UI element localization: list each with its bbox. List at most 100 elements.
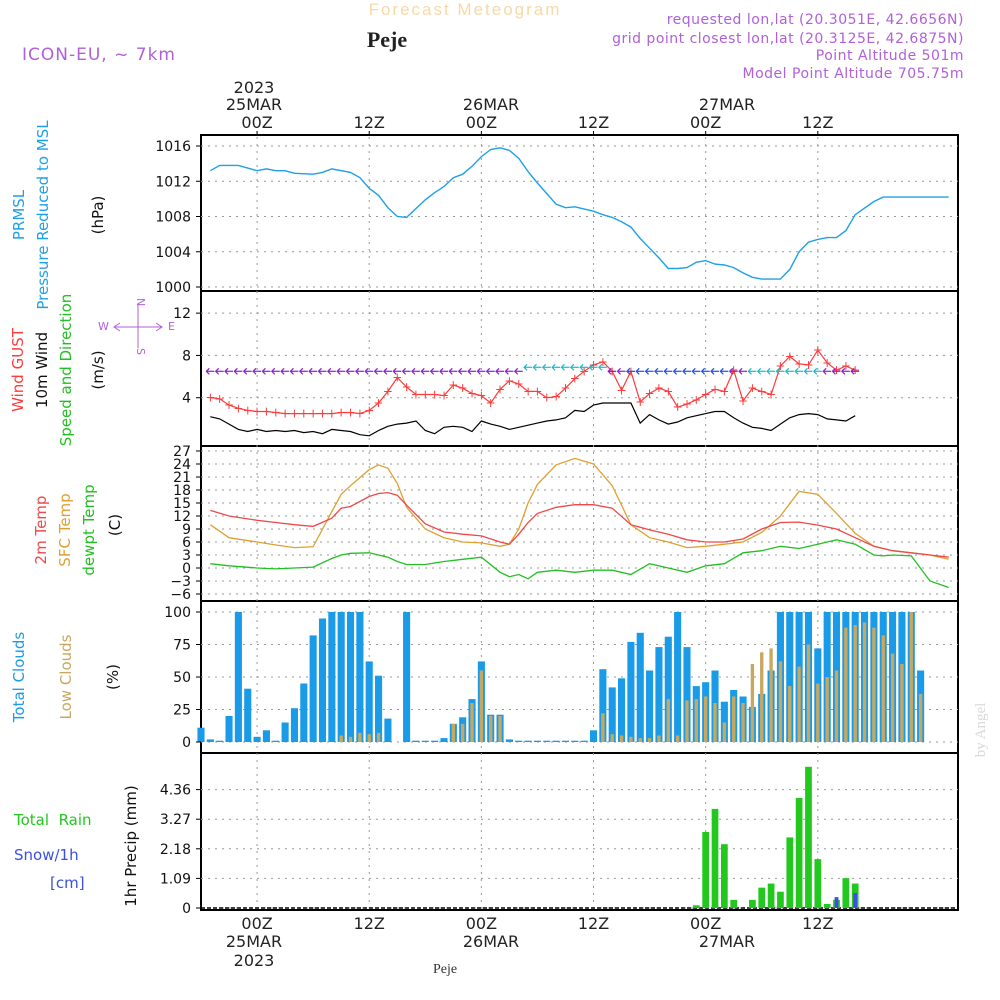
value-tick-label: 0 [182,561,191,577]
value-tick-label: 15 [173,496,191,512]
low-cloud-bar [797,666,801,742]
bottom-year: 2023 [234,951,275,970]
wind-arrow-head [560,363,565,371]
total-cloud-bar [571,740,579,742]
wind-arrow-head [812,367,818,375]
gust-marker: + [738,394,748,408]
total-cloud-bar [515,740,523,742]
total-cloud-bar [674,612,682,742]
wind-arrow-head [457,367,463,375]
gust-marker: + [691,393,701,407]
snow-bar [834,897,839,908]
sfc-temp-line [209,457,949,560]
gust-marker: + [673,400,683,414]
bottom-time-tick: 12Z [578,914,609,933]
low-cloud-bar [647,738,652,742]
low-cloud-bar [498,716,502,742]
gust-marker: + [504,374,514,388]
wind-arrow-head [841,367,846,375]
gust-marker: + [813,343,823,357]
gust-marker: + [327,407,337,421]
low-cloud-bar [872,627,876,742]
total-cloud-bar [580,740,588,742]
wind-line [210,402,856,437]
gust-marker: + [252,404,262,418]
wind-arrow-head [373,367,378,375]
wind-arrow-head [775,367,780,375]
low-cloud-bar [909,612,913,742]
wind-arrow-head [551,363,556,371]
gust-marker: + [495,382,505,396]
total-cloud-bar [561,740,570,742]
total-cloud-bar [244,688,252,742]
wind-arrow-head [756,367,762,375]
gust-marker: + [588,358,598,372]
bottom-date-2: 26MAR [463,932,519,951]
value-tick-label: 6 [182,535,191,551]
low-cloud-bar [638,738,642,742]
top-date-2: 26MAR [463,95,519,114]
compass-n: N [134,298,147,306]
gust-marker: + [766,388,776,402]
gust-marker: + [532,384,542,398]
rain-bar [767,883,775,908]
wind-arrow-head [392,367,397,375]
total-cloud-bar [664,636,672,742]
total-cloud-bar [618,678,626,742]
rain-bar [692,905,700,908]
wind-arrow-head [345,367,350,375]
wind-arrow-head [326,367,332,375]
value-tick-label: 1000 [155,280,191,296]
wind-arrow-head [672,367,678,375]
value-tick-label: 12 [173,306,191,322]
snow-bar [853,893,858,908]
total-cloud-bar [627,641,635,742]
low-cloud-bar [844,627,848,742]
low-cloud-bar [778,661,783,742]
wind-arrow-head [607,367,612,375]
gust-marker: + [747,381,757,395]
wind-arrow-head [598,363,603,371]
total-cloud-bar [412,740,420,742]
value-tick-label: 9 [182,522,191,538]
wind-arrow-head [663,367,668,375]
total-cloud-bar [272,740,280,742]
low-cloud-bar [741,703,745,742]
gust-marker: + [411,388,421,402]
total-cloud-bar [403,612,411,742]
gust-marker: + [392,371,402,385]
wind-arrow-head [513,367,519,375]
wind-arrow-head [766,367,771,375]
model-altitude: Model Point Altitude 705.75m [743,66,964,82]
gust-marker: + [233,401,243,415]
low-cloud-bar [732,696,736,742]
total-cloud-bar [683,647,691,742]
wind-arrow-head [626,367,631,375]
value-tick-label: 100 [164,605,191,621]
low-cloud-bar [358,732,362,742]
low-cloud-bar [451,723,456,742]
gust-marker: + [374,396,384,410]
value-tick-label: 2.18 [160,842,191,858]
gust-marker: + [701,388,711,402]
wind-arrow-head [383,367,388,375]
value-tick-label: 4.36 [160,783,191,799]
total-cloud-bar [524,740,532,742]
total-cloud-bar [431,740,439,742]
wind-arrow-head [495,367,500,375]
dewpt-line [210,539,949,589]
gust-marker: + [383,384,393,398]
low-cloud-bar [769,648,773,742]
wind-arrow-head [252,367,257,375]
temp-unit: (C) [106,514,124,536]
low-cloud-bar [834,670,839,742]
gust-marker: + [243,403,253,417]
gust-marker: + [364,403,374,417]
gust-marker: + [617,383,627,397]
top-time-tick: 12Z [354,113,385,132]
model-label: ICON-EU, ~ 7km [22,45,176,65]
gust-marker: + [775,359,785,373]
gust-marker: + [682,397,692,411]
low-cloud-bar [666,699,670,742]
rain-bar [795,798,803,908]
